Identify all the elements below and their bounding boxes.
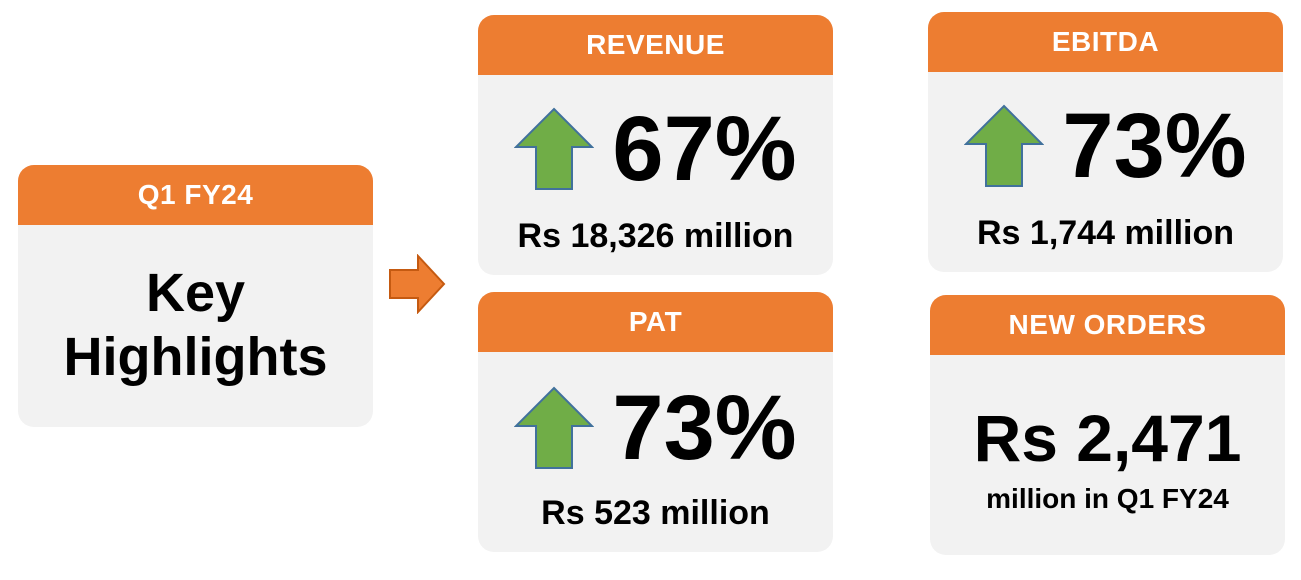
ebitda-header: EBITDA — [928, 12, 1283, 72]
pat-value: Rs 523 million — [541, 494, 770, 532]
pat-header: PAT — [478, 292, 833, 352]
ebitda-card: EBITDA 73% Rs 1,744 million — [928, 12, 1283, 272]
revenue-card: REVENUE 67% Rs 18,326 million — [478, 15, 833, 275]
pat-change: 73% — [612, 377, 797, 479]
title-line-2: Highlights — [63, 327, 328, 387]
new-orders-caption: million in Q1 FY24 — [986, 483, 1229, 514]
pat-card: PAT 73% Rs 523 million — [478, 292, 833, 552]
ebitda-change: 73% — [1062, 95, 1247, 197]
revenue-change: 67% — [612, 98, 797, 200]
ebitda-value: Rs 1,744 million — [977, 214, 1234, 252]
up-arrow-icon — [514, 386, 595, 469]
new-orders-card: NEW ORDERS Rs 2,471 million in Q1 FY24 — [930, 295, 1285, 555]
intro-header: Q1 FY24 — [18, 165, 373, 225]
new-orders-amount: Rs 2,471 — [973, 401, 1242, 475]
page-title: Key Highlights — [18, 261, 373, 389]
new-orders-header: NEW ORDERS — [930, 295, 1285, 355]
right-arrow-icon — [389, 254, 446, 314]
up-arrow-icon — [964, 104, 1045, 187]
intro-card: Q1 FY24 Key Highlights — [18, 165, 373, 427]
up-arrow-icon — [514, 107, 595, 190]
revenue-value: Rs 18,326 million — [517, 217, 794, 255]
title-line-1: Key — [145, 263, 246, 323]
revenue-header: REVENUE — [478, 15, 833, 75]
